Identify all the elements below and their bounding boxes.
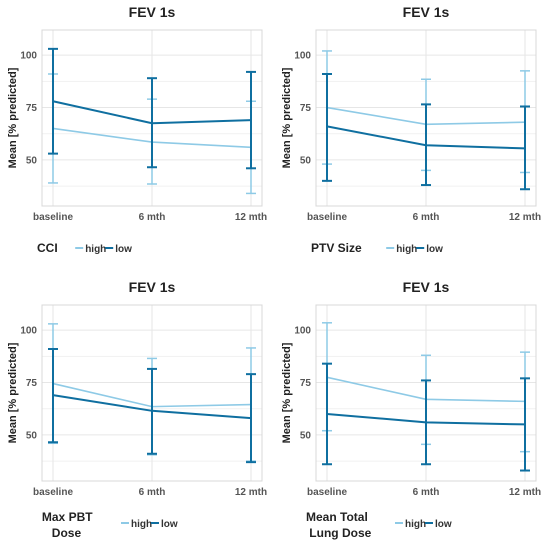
plot-border <box>315 304 537 482</box>
chart-panel-mean-total-lung-dose: FEV 1s 50 75 100 Mean [% predicted] baseline 6… <box>274 275 548 550</box>
legend-label-high: high <box>405 519 426 530</box>
y-tick-label: 100 <box>20 51 37 62</box>
legend-label-low: low <box>161 519 178 530</box>
legend: CCI high low <box>37 241 132 255</box>
legend: Max PBT Dose high low <box>42 510 178 540</box>
chart-panel-cci: FEV 1s 50 75 100 Mean [% predicted] baseline 6… <box>0 0 274 275</box>
chart-title: FEV 1s <box>129 279 176 295</box>
legend-label-low: low <box>426 244 443 255</box>
legend-label-low: low <box>435 519 452 530</box>
x-tick-label: 6 mth <box>139 212 166 223</box>
legend-title-line: Dose <box>52 526 82 540</box>
y-tick-label: 75 <box>26 103 38 114</box>
y-tick-label: 75 <box>26 378 38 389</box>
x-tick-label: 12 mth <box>235 487 267 498</box>
y-tick-label: 75 <box>300 378 312 389</box>
series-line <box>326 412 526 426</box>
legend-title: CCI <box>37 241 58 255</box>
x-tick-label: baseline <box>33 212 73 223</box>
legend-label-high: high <box>131 519 152 530</box>
legend-title-line: Max PBT <box>42 510 93 524</box>
series-line <box>326 125 526 150</box>
x-tick-label: 12 mth <box>509 212 541 223</box>
x-tick-label: 6 mth <box>139 487 166 498</box>
plot-border <box>41 304 263 482</box>
y-axis-title: Mean [% predicted] <box>281 67 293 168</box>
legend-title-line: Lung Dose <box>309 526 371 540</box>
y-axis-title: Mean [% predicted] <box>7 342 19 443</box>
plot-border <box>41 29 263 207</box>
series-low <box>322 73 530 191</box>
y-tick-label: 50 <box>300 430 312 441</box>
x-tick-label: baseline <box>307 487 347 498</box>
legend: Mean Total Lung Dose high low <box>306 510 452 540</box>
x-tick-label: 6 mth <box>413 212 440 223</box>
x-tick-label: baseline <box>307 212 347 223</box>
legend-title-line: Mean Total <box>306 510 368 524</box>
chart-panel-ptv-size: FEV 1s 50 75 100 Mean [% predicted] baseline 6… <box>274 0 548 275</box>
series-line <box>52 394 252 420</box>
chart-title: FEV 1s <box>403 4 450 20</box>
series-low <box>322 362 530 472</box>
series-low <box>48 47 256 170</box>
legend-label-high: high <box>396 244 417 255</box>
chart-title: FEV 1s <box>403 279 450 295</box>
y-tick-label: 100 <box>294 326 311 337</box>
chart-panel-max-pbt-dose: FEV 1s 50 75 100 Mean [% predicted] baseline 6… <box>0 275 274 550</box>
y-tick-label: 75 <box>300 103 312 114</box>
y-tick-label: 50 <box>26 155 38 166</box>
legend: PTV Size high low <box>311 241 443 255</box>
y-axis-title: Mean [% predicted] <box>7 67 19 168</box>
x-tick-label: 12 mth <box>509 487 541 498</box>
legend-label-high: high <box>85 244 106 255</box>
x-tick-label: 6 mth <box>413 487 440 498</box>
x-tick-label: baseline <box>33 487 73 498</box>
y-tick-label: 50 <box>26 430 38 441</box>
y-tick-label: 50 <box>300 155 312 166</box>
chart-title: FEV 1s <box>129 4 176 20</box>
series-low <box>48 348 256 464</box>
y-tick-label: 100 <box>294 51 311 62</box>
y-tick-label: 100 <box>20 326 37 337</box>
legend-label-low: low <box>115 244 132 255</box>
legend-title: PTV Size <box>311 241 362 255</box>
x-tick-label: 12 mth <box>235 212 267 223</box>
y-axis-title: Mean [% predicted] <box>281 342 293 443</box>
series-line <box>52 100 252 125</box>
plot-border <box>315 29 537 207</box>
